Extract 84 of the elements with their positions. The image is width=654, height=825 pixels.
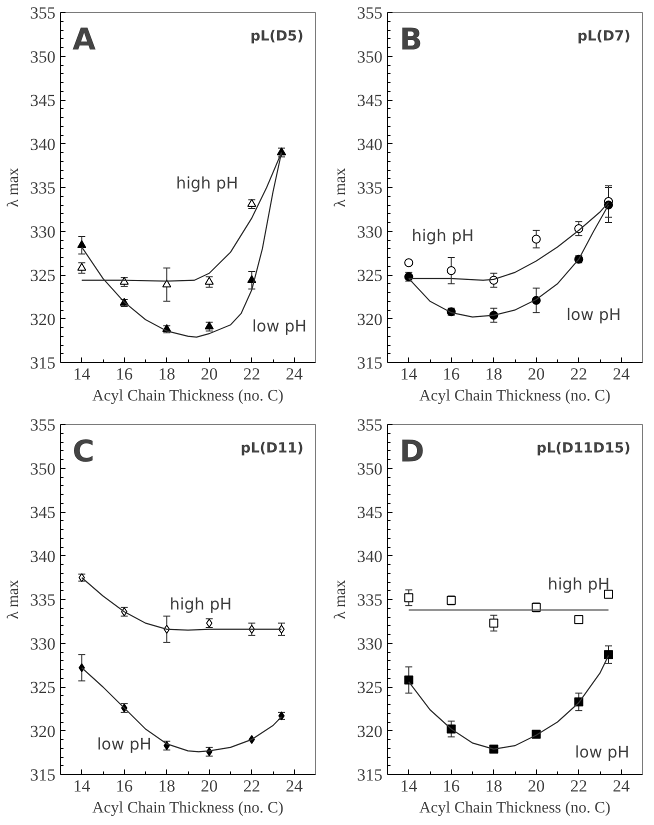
- y-tick-label: 350: [30, 459, 56, 478]
- y-tick-label: 340: [357, 546, 382, 566]
- annotation: low pH: [574, 742, 630, 762]
- x-tick-label: 20: [528, 776, 545, 796]
- y-tick-label: 335: [357, 178, 382, 198]
- y-tick-label: 325: [357, 266, 382, 285]
- y-tick-label: 315: [30, 354, 56, 372]
- y-tick-label: 345: [357, 503, 382, 522]
- chart-title: C: [72, 434, 95, 470]
- annotation: high pH: [412, 226, 474, 246]
- x-tick-label: 14: [400, 776, 418, 796]
- y-tick-label: 335: [357, 590, 382, 610]
- annotation: high pH: [548, 574, 610, 594]
- y-tick-label: 330: [30, 634, 56, 654]
- x-tick-label: 16: [442, 776, 460, 796]
- annotation: high pH: [170, 594, 232, 614]
- x-tick-label: 22: [570, 364, 588, 384]
- annotation: low pH: [566, 304, 621, 324]
- x-tick-label: 24: [286, 776, 304, 796]
- x-tick-label: 16: [442, 364, 460, 384]
- y-tick-label: 315: [357, 766, 382, 784]
- y-tick-label: 340: [357, 134, 382, 154]
- x-tick-label: 22: [243, 364, 260, 384]
- y-tick-label: 350: [357, 459, 382, 478]
- y-tick-label: 345: [30, 91, 56, 110]
- text: pL(D5): [250, 28, 304, 44]
- x-tick-label: 24: [286, 364, 304, 384]
- x-tick-label: 16: [116, 776, 133, 796]
- y-tick-label: 335: [30, 178, 56, 198]
- y-tick-label: 330: [30, 222, 56, 242]
- x-tick-label: 22: [570, 776, 588, 796]
- x-tick-label: 18: [158, 776, 176, 796]
- y-tick-label: 325: [30, 266, 56, 285]
- x-tick-label: 18: [158, 364, 176, 384]
- y-tick-label: 340: [30, 546, 56, 566]
- x-tick-label: 24: [612, 364, 630, 384]
- y-tick-label: 355: [357, 4, 382, 22]
- y-tick-label: 355: [30, 416, 56, 434]
- x-tick-label: 16: [116, 364, 133, 384]
- text: pL(D11): [240, 440, 304, 456]
- y-tick-label: 355: [30, 4, 56, 22]
- y-tick-label: 340: [30, 134, 56, 154]
- y-tick-label: 320: [357, 722, 382, 741]
- y-tick-label: 320: [30, 310, 56, 329]
- y-tick-label: 330: [357, 222, 382, 242]
- x-tick-label: 20: [200, 364, 218, 384]
- y-axis-title: λ max: [332, 580, 349, 620]
- x-axis-title: Acyl Chain Thickness (no. C): [92, 388, 284, 404]
- x-tick-label: 14: [73, 364, 91, 384]
- y-axis-title: λ max: [332, 168, 349, 208]
- y-tick-label: 350: [357, 47, 382, 66]
- annotation: low pH: [96, 734, 152, 754]
- x-tick-label: 18: [485, 776, 502, 796]
- annotation: high pH: [176, 174, 238, 193]
- y-tick-label: 335: [30, 590, 56, 610]
- x-axis-title: Acyl Chain Thickness (no. C): [419, 800, 610, 816]
- y-tick-label: 325: [30, 678, 56, 697]
- y-tick-label: 315: [30, 766, 56, 784]
- x-axis-title: Acyl Chain Thickness (no. C): [419, 388, 610, 404]
- chart-title: A: [72, 22, 96, 58]
- x-tick-label: 20: [528, 364, 545, 384]
- x-tick-label: 18: [485, 364, 502, 384]
- text: pL(D7): [577, 28, 631, 44]
- y-tick-label: 345: [30, 503, 56, 522]
- chart-title: B: [400, 22, 422, 58]
- text: pL(D11D15): [536, 440, 631, 456]
- y-axis-title: λ max: [5, 580, 22, 620]
- y-tick-label: 350: [30, 47, 56, 66]
- y-axis-title: λ max: [5, 168, 22, 208]
- y-tick-label: 320: [357, 310, 382, 329]
- x-tick-label: 20: [200, 776, 218, 796]
- chart-title: D: [400, 434, 424, 470]
- y-tick-label: 330: [357, 634, 382, 654]
- annotation: low pH: [252, 316, 307, 336]
- x-tick-label: 22: [243, 776, 260, 796]
- y-tick-label: 320: [30, 722, 56, 741]
- y-tick-label: 355: [357, 416, 382, 434]
- x-tick-label: 14: [400, 364, 418, 384]
- y-tick-label: 315: [357, 354, 382, 372]
- y-tick-label: 345: [357, 91, 382, 110]
- x-tick-label: 24: [612, 776, 630, 796]
- x-axis-title: Acyl Chain Thickness (no. C): [92, 800, 284, 816]
- y-tick-label: 325: [357, 678, 382, 697]
- x-tick-label: 14: [73, 776, 91, 796]
